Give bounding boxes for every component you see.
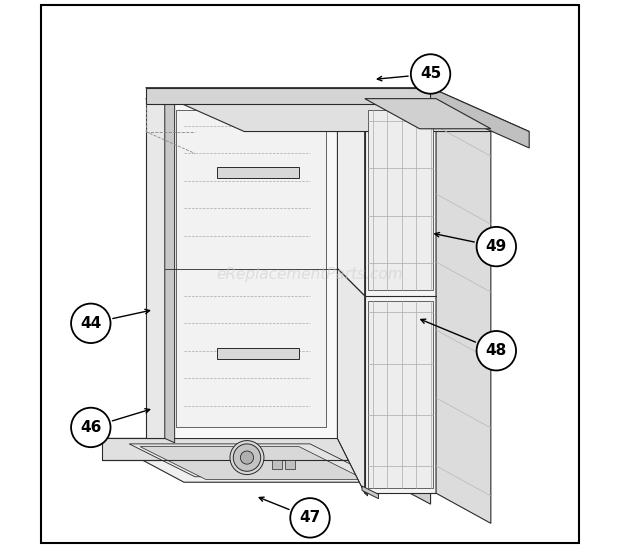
Polygon shape xyxy=(337,269,365,493)
Polygon shape xyxy=(175,110,327,427)
Circle shape xyxy=(233,444,260,471)
Polygon shape xyxy=(365,99,491,129)
Circle shape xyxy=(411,54,450,94)
Text: 49: 49 xyxy=(485,239,507,254)
Polygon shape xyxy=(365,99,436,493)
Text: 48: 48 xyxy=(485,343,507,358)
Text: eReplacementParts.com: eReplacementParts.com xyxy=(216,266,404,282)
Polygon shape xyxy=(430,88,529,148)
Circle shape xyxy=(477,331,516,370)
Polygon shape xyxy=(102,438,348,460)
Polygon shape xyxy=(337,99,355,438)
Polygon shape xyxy=(365,99,368,496)
Circle shape xyxy=(71,408,110,447)
Polygon shape xyxy=(146,88,529,132)
Circle shape xyxy=(290,498,330,538)
Polygon shape xyxy=(368,110,433,290)
Circle shape xyxy=(241,451,254,464)
Polygon shape xyxy=(355,99,365,443)
Text: 45: 45 xyxy=(420,66,441,82)
Polygon shape xyxy=(362,486,378,499)
Polygon shape xyxy=(348,438,430,504)
Text: 47: 47 xyxy=(299,510,321,526)
Polygon shape xyxy=(217,167,299,178)
Text: 46: 46 xyxy=(80,420,102,435)
Polygon shape xyxy=(146,88,430,104)
Polygon shape xyxy=(337,99,365,296)
Polygon shape xyxy=(165,99,337,438)
Bar xyxy=(272,460,281,469)
Polygon shape xyxy=(436,99,491,523)
Circle shape xyxy=(71,304,110,343)
Circle shape xyxy=(477,227,516,266)
Polygon shape xyxy=(368,301,433,488)
Polygon shape xyxy=(146,99,175,101)
Polygon shape xyxy=(146,99,165,438)
Polygon shape xyxy=(165,99,365,101)
Polygon shape xyxy=(140,447,365,480)
Polygon shape xyxy=(217,348,299,359)
Bar xyxy=(285,460,295,469)
Polygon shape xyxy=(165,99,175,443)
Polygon shape xyxy=(102,438,430,482)
Polygon shape xyxy=(129,444,376,477)
Circle shape xyxy=(230,441,264,475)
Polygon shape xyxy=(337,99,365,101)
Text: 44: 44 xyxy=(80,316,102,331)
